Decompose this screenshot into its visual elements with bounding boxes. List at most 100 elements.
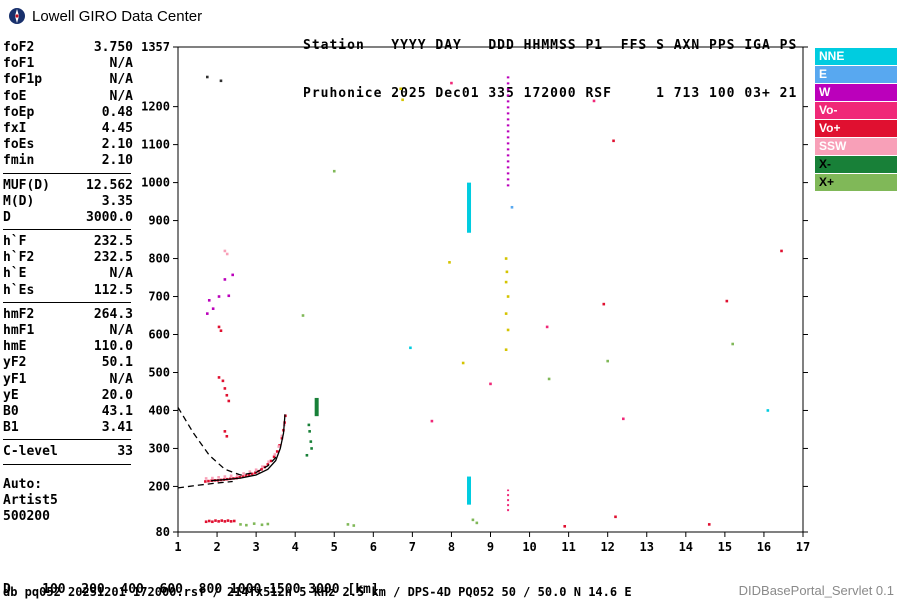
echo-point (346, 523, 350, 526)
echo-point (461, 361, 465, 365)
param-label: hmE (3, 339, 27, 355)
echo-point (269, 459, 273, 463)
param-row-yf1: yF1 N/A (3, 372, 133, 388)
echo-point (592, 99, 596, 103)
echo-point (267, 460, 270, 464)
y-tick-label: 500 (148, 365, 170, 379)
echo-point (225, 252, 229, 256)
param-value: 2.10 (101, 153, 133, 169)
y-tick-label: 600 (148, 328, 170, 342)
echo-point (217, 520, 220, 523)
param-value: 110.0 (93, 339, 133, 355)
echo-point (211, 307, 215, 310)
param-label: hmF2 (3, 306, 35, 322)
y-tick-label: 200 (148, 479, 170, 493)
echo-point (219, 329, 223, 333)
series-vo (430, 81, 625, 512)
panel-separator (3, 229, 131, 231)
autoscaled-F-trace (211, 414, 286, 482)
giro-logo-icon (8, 7, 26, 25)
autoscaling-line: 500200 (3, 508, 50, 524)
panel-separator (3, 463, 131, 465)
echo-point (242, 472, 245, 475)
echo-point (223, 475, 227, 478)
echo-point (504, 280, 508, 284)
y-tick-label: 300 (148, 441, 170, 455)
echo-point (504, 312, 508, 315)
branding: Lowell GIRO Data Center (8, 7, 202, 25)
echo-point (207, 519, 211, 523)
echo-point (707, 523, 711, 526)
echo-point (204, 520, 208, 524)
param-label: foEp (3, 104, 35, 120)
echo-point (244, 474, 248, 478)
x-tick-label: 8 (448, 540, 455, 554)
header-block: Station YYYY DAY DDD HHMMSS P1 FFS S AXN… (303, 6, 797, 134)
echo-point (309, 440, 313, 443)
series-e (510, 205, 514, 209)
echo-point (272, 455, 276, 459)
echo-point (506, 295, 510, 298)
muf-table: D 100 200 400 600 800 1000 1500 3000 [km… (3, 552, 387, 600)
x-tick-label: 13 (640, 540, 654, 554)
x-tick-label: 5 (331, 540, 338, 554)
autoscaling-line: Artist5 (3, 492, 58, 508)
param-row-md: M(D) 3.35 (3, 194, 133, 210)
param-label: M(D) (3, 193, 35, 209)
param-value: N/A (109, 88, 133, 104)
param-row-hf: h`F 232.5 (3, 234, 133, 250)
legend: NNE E W Vo- Vo+ SSW X- X+ (815, 48, 897, 192)
echo-point (308, 430, 311, 433)
param-value: N/A (109, 56, 133, 72)
ionogram-plot: 1357120011001000900800700600500400300200… (141, 40, 810, 554)
echo-point (450, 81, 453, 85)
param-value: 4.45 (101, 120, 133, 136)
echo-point (207, 299, 211, 302)
param-label: yF1 (3, 371, 27, 387)
param-value: N/A (109, 266, 133, 282)
echo-point (254, 468, 258, 472)
y-tick-label: 80 (156, 525, 170, 539)
echo-point (223, 387, 227, 390)
echo-point (217, 476, 220, 479)
param-label: yE (3, 387, 19, 403)
x-tick-label: 6 (370, 540, 377, 554)
param-value: 0.48 (101, 104, 133, 120)
plot-frame (177, 46, 804, 533)
panel-separator (3, 172, 131, 174)
param-value: N/A (109, 72, 133, 88)
param-value: 43.1 (101, 403, 133, 419)
legend-item-x: X+ (815, 174, 897, 191)
echo-point (225, 393, 229, 397)
param-row-hes: h`Es 112.5 (3, 283, 133, 299)
param-row-hmf1: hmF1 N/A (3, 323, 133, 339)
x-tick-label: 9 (487, 540, 494, 554)
param-row-foep: foEp 0.48 (3, 105, 133, 121)
x-tick-label: 15 (718, 540, 732, 554)
param-row-yf2: yF2 50.1 (3, 355, 133, 371)
echo-point (232, 519, 236, 523)
x-tick-label: 14 (679, 540, 693, 554)
servlet-version-label: DIDBasePortal_Servlet 0.1 (738, 583, 894, 598)
echo-point (430, 419, 434, 423)
echo-point (275, 450, 279, 453)
x-tick-label: 1 (174, 540, 181, 554)
echo-point (217, 376, 221, 379)
echo-point (247, 473, 251, 477)
echo-point (332, 169, 336, 173)
echo-point (225, 434, 229, 438)
echo-point (489, 382, 492, 386)
series-ssw (204, 249, 286, 480)
param-value: 2.10 (101, 137, 133, 153)
param-value: 264.3 (93, 306, 133, 322)
echo-point (731, 342, 734, 346)
panel-separator (3, 301, 131, 303)
legend-item-nne: NNE (815, 48, 897, 65)
echo-point (223, 278, 227, 281)
param-row-fxi: fxI 4.45 (3, 121, 133, 137)
echo-point (223, 249, 227, 253)
echo-point (214, 519, 217, 522)
series-w (205, 74, 510, 315)
param-label: foF1p (3, 72, 43, 88)
